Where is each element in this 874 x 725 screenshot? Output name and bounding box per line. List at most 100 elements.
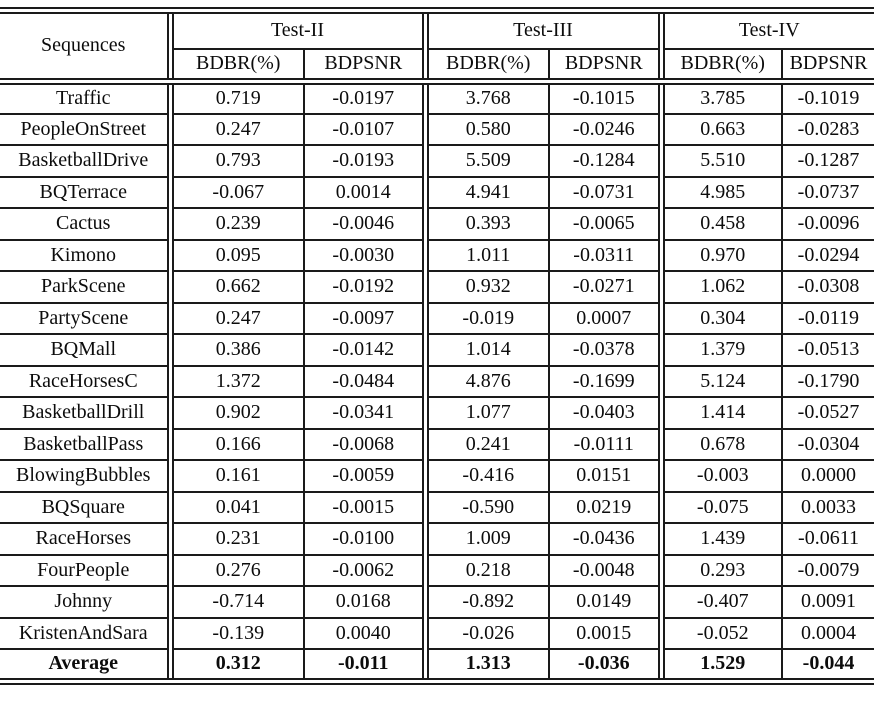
column-group-test-iii: Test-III [421,7,661,50]
bdbr-value-cell: 0.247 [166,113,304,147]
bdbr-value-cell: 1.077 [421,397,549,430]
bdbr-value-cell: 0.161 [166,460,304,493]
table-row: BasketballDrill 0.902 -0.0341 1.077 -0.0403 1… [0,397,874,430]
bdbr-value-cell: -0.714 [166,586,304,619]
sequence-name-cell: Average [0,649,170,685]
bdbr-value-cell: 0.166 [166,428,304,462]
sequence-name-cell: RaceHorses [0,523,170,556]
bdpsnr-value-cell: -0.011 [303,649,425,685]
bdpsnr-value-cell: -0.0484 [303,365,425,399]
bdbr-value-cell: 5.510 [657,145,782,178]
bdpsnr-value-cell: -0.0059 [303,460,425,493]
bdpsnr-value-cell: -0.036 [548,649,661,685]
bdbr-value-cell: 3.768 [421,81,549,115]
table-row: BQMall 0.386 -0.0142 1.014 -0.0378 1.379 -0.05… [0,334,874,367]
bdbr-value-cell: -0.590 [421,491,549,525]
bdpsnr-value-cell: 0.0040 [303,617,425,651]
table-row: Johnny -0.714 0.0168 -0.892 0.0149 -0.407 0.00… [0,586,874,619]
header-group-row: Sequences Test-II Test-III Test-IV [0,7,874,85]
bdbr-value-cell: 0.793 [166,145,304,178]
bdbr-value-cell: 3.785 [657,81,782,115]
bdbr-value-cell: 0.312 [166,649,304,685]
bdbr-value-cell: -0.416 [421,460,549,493]
bdbr-value-cell: 1.379 [657,334,782,367]
bdpsnr-value-cell: -0.1699 [548,365,661,399]
bdpsnr-value-cell: -0.0046 [303,208,425,241]
bdbr-value-cell: 1.062 [657,271,782,304]
bdbr-value-cell: 4.941 [421,176,549,210]
bdbr-value-cell: -0.075 [657,491,782,525]
sequence-name-cell: PeopleOnStreet [0,113,170,147]
bdbr-value-cell: 0.304 [657,302,782,336]
bdpsnr-value-cell: -0.1287 [781,145,874,178]
bdpsnr-value-cell: -0.0731 [548,176,661,210]
column-header-bdpsnr-test-ii: BDPSNR [303,48,425,85]
sequence-name-cell: Kimono [0,239,170,273]
sequence-name-cell: FourPeople [0,554,170,588]
bdpsnr-value-cell: -0.0142 [303,334,425,367]
bdbr-value-cell: 0.678 [657,428,782,462]
table-row: Traffic 0.719 -0.0197 3.768 -0.1015 3.785 -0.1… [0,81,874,115]
bdpsnr-value-cell: -0.0030 [303,239,425,273]
bdbr-value-cell: 4.985 [657,176,782,210]
bdpsnr-value-cell: -0.1015 [548,81,661,115]
bdpsnr-value-cell: 0.0014 [303,176,425,210]
column-header-bdbr-test-iv: BDBR(%) [657,48,782,85]
bdpsnr-value-cell: -0.0311 [548,239,661,273]
bdbr-value-cell: 0.719 [166,81,304,115]
bdpsnr-value-cell: -0.0737 [781,176,874,210]
bdpsnr-value-cell: -0.0304 [781,428,874,462]
bdpsnr-value-cell: -0.0436 [548,523,661,556]
bdbr-value-cell: 0.393 [421,208,549,241]
bdbr-value-cell: 0.663 [657,113,782,147]
sequence-name-cell: BQMall [0,334,170,367]
column-header-bdbr-test-ii: BDBR(%) [166,48,304,85]
sequence-name-cell: Johnny [0,586,170,619]
bdbr-value-cell: 1.313 [421,649,549,685]
bdpsnr-value-cell: 0.0015 [548,617,661,651]
sequence-name-cell: RaceHorsesC [0,365,170,399]
table-row: PeopleOnStreet 0.247 -0.0107 0.580 -0.0246 0.… [0,113,874,147]
table-row: Cactus 0.239 -0.0046 0.393 -0.0065 0.458 -0.00… [0,208,874,241]
sequence-name-cell: Cactus [0,208,170,241]
bdbr-value-cell: 0.293 [657,554,782,588]
bdbr-value-cell: -0.003 [657,460,782,493]
bdbr-value-cell: 1.014 [421,334,549,367]
bdpsnr-value-cell: -0.0246 [548,113,661,147]
bdbr-value-cell: 0.386 [166,334,304,367]
sequence-name-cell: KristenAndSara [0,617,170,651]
bdbr-value-cell: -0.019 [421,302,549,336]
bdbr-value-cell: 0.580 [421,113,549,147]
sequence-name-cell: PartyScene [0,302,170,336]
bdbr-value-cell: -0.407 [657,586,782,619]
bdpsnr-value-cell: -0.0015 [303,491,425,525]
bdpsnr-value-cell: -0.0611 [781,523,874,556]
bdpsnr-value-cell: -0.0097 [303,302,425,336]
bdpsnr-value-cell: -0.0192 [303,271,425,304]
bdpsnr-value-cell: -0.0527 [781,397,874,430]
bdpsnr-value-cell: -0.0197 [303,81,425,115]
bdbr-value-cell: 0.276 [166,554,304,588]
bdbr-value-cell: 5.124 [657,365,782,399]
table-body: Traffic 0.719 -0.0197 3.768 -0.1015 3.785 -0.1… [0,81,874,685]
bdpsnr-value-cell: 0.0219 [548,491,661,525]
bdpsnr-value-cell: 0.0168 [303,586,425,619]
sequence-name-cell: BlowingBubbles [0,460,170,493]
bdbr-value-cell: -0.892 [421,586,549,619]
bdbr-value-cell: 0.932 [421,271,549,304]
bdbr-value-cell: 0.458 [657,208,782,241]
bdbr-value-cell: 1.009 [421,523,549,556]
bdbr-value-cell: 0.247 [166,302,304,336]
bdpsnr-value-cell: -0.044 [781,649,874,685]
bdpsnr-value-cell: -0.0079 [781,554,874,588]
sequence-name-cell: BQTerrace [0,176,170,210]
bdbr-value-cell: 0.095 [166,239,304,273]
sequence-name-cell: ParkScene [0,271,170,304]
table-row: ParkScene 0.662 -0.0192 0.932 -0.0271 1.062 -0… [0,271,874,304]
bdbr-value-cell: 0.902 [166,397,304,430]
bdbr-value-cell: -0.067 [166,176,304,210]
bdpsnr-value-cell: -0.0308 [781,271,874,304]
table-row: BasketballPass 0.166 -0.0068 0.241 -0.0111 0.… [0,428,874,462]
column-header-bdbr-test-iii: BDBR(%) [421,48,549,85]
